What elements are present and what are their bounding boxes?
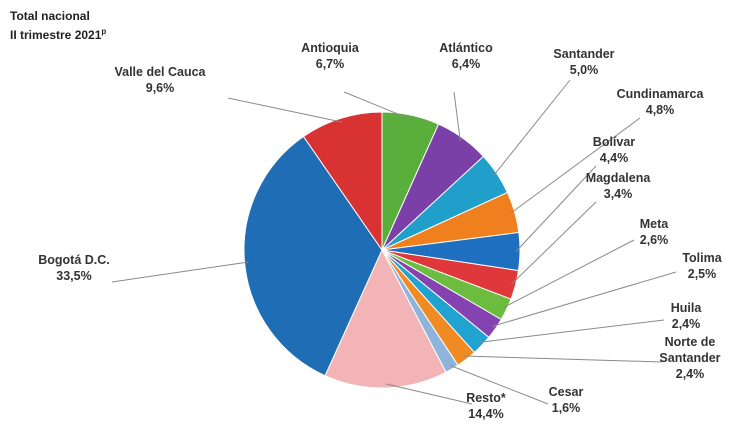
leader-line [453,91,461,142]
chart-title: Total nacional [10,9,90,23]
slice-labels: Antioquia 6,7% Atlántico 6,4% Santander 5,0% C… [38,41,722,421]
slice-label: Tolima 2,5% [682,251,722,281]
slice-name-label: Magdalena [586,171,652,185]
slice-label: Cundinamarca 4,8% [617,87,705,117]
slice-value-label: 33,5% [56,269,91,283]
leader-lines [111,79,677,405]
slice-value-label: 2,5% [688,267,717,281]
leader-line [491,271,677,327]
slice-value-label: 5,0% [570,63,599,77]
leader-line [515,165,597,252]
pie-slice-resto [324,248,447,389]
leader-line [511,201,597,285]
slice-name-label: Tolima [682,251,722,265]
leader-line [449,364,549,405]
subtitle-superscript: p [101,27,107,36]
slice-label: Santander 5,0% [553,47,614,77]
leader-line [510,117,641,214]
pie-slice-valle-del-cauca [302,111,383,252]
slice-label: Huila 2,4% [671,301,703,331]
slice-label: Bolívar 4,4% [593,135,636,165]
slice-name-label: Santander [659,351,720,365]
slice-label: Antioquia 6,7% [301,41,360,71]
slice-label: Atlántico 6,4% [439,41,493,71]
slice-label: Valle del Cauca 9,6% [114,65,206,95]
slice-name-label: Meta [640,217,670,231]
slice-value-label: 6,4% [452,57,481,71]
slice-value-label: 2,6% [640,233,669,247]
slice-label: Magdalena 3,4% [586,171,652,201]
slice-value-label: 4,8% [646,103,675,117]
slice-name-label: Valle del Cauca [114,65,206,79]
slice-value-label: 2,4% [676,367,705,381]
slice-label: Meta 2,6% [640,217,670,247]
slice-label: Cesar 1,6% [549,385,584,415]
leader-line [343,91,411,120]
slice-value-label: 3,4% [604,187,633,201]
slice-name-label: Santander [553,47,614,61]
slice-value-label: 6,7% [316,57,345,71]
slice-name-label: Cesar [549,385,584,399]
slice-value-label: 4,4% [600,151,629,165]
chart-subtitle: II trimestre 2021p [10,27,107,42]
slice-name-label: Huila [671,301,703,315]
slice-value-label: 2,4% [672,317,701,331]
leader-line [385,383,473,405]
slice-name-label: Norte de [665,335,716,349]
slice-value-label: 1,6% [552,401,581,415]
slice-name-label: Bogotá D.C. [38,253,110,267]
slice-value-label: 14,4% [468,407,503,421]
slice-label: Bogotá D.C. 33,5% [38,253,110,283]
chart-title-block: Total nacional II trimestre 2021p [10,8,106,43]
leader-line [502,239,635,309]
leader-line [493,79,571,177]
leader-line [227,97,343,123]
pie-slices [243,111,521,389]
slice-name-label: Cundinamarca [617,87,705,101]
slice-name-label: Resto* [466,391,506,405]
leader-line [463,355,663,363]
leader-line [478,319,665,343]
slice-label: Resto* 14,4% [466,391,506,421]
slice-name-label: Antioquia [301,41,360,55]
slice-name-label: Atlántico [439,41,493,55]
leader-line [111,261,249,283]
slice-label: Norte de Santander 2,4% [659,335,720,381]
slice-name-label: Bolívar [593,135,636,149]
slice-value-label: 9,6% [146,81,175,95]
